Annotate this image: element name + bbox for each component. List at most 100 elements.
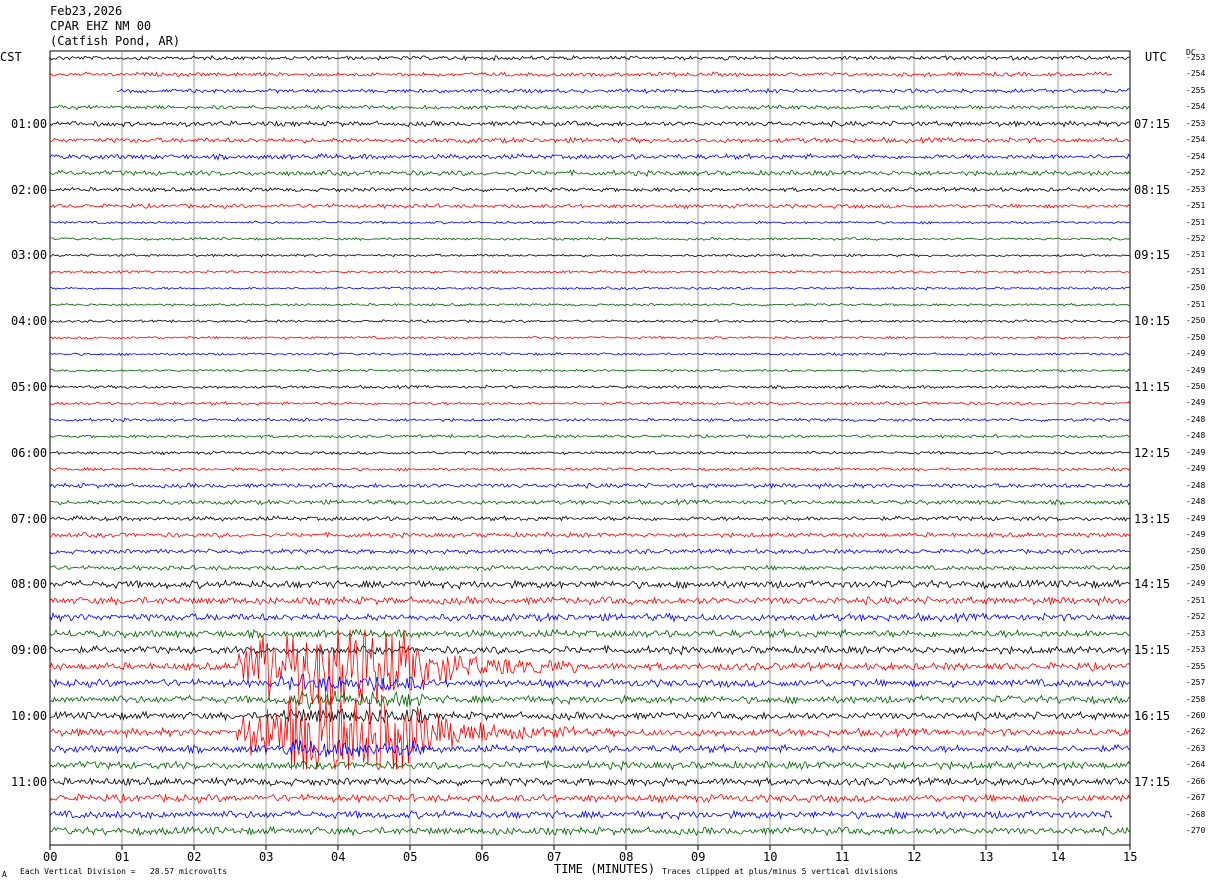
clip-note: Traces clipped at plus/minus 5 vertical … [662,867,899,876]
dc-offset-label: -248 [1186,497,1206,507]
dc-offset-label: -262 [1186,727,1206,737]
right-timezone-label: UTC [1145,50,1167,64]
trace-line [50,352,1131,357]
trace-line [49,433,1131,439]
dc-offset-label: -253 [1186,53,1206,62]
dc-offset-label: -249 [1186,349,1206,359]
dc-offset-label: -255 [1186,85,1206,95]
trace-line [49,776,1131,788]
x-tick-label: 08 [619,850,634,864]
dc-offset-label: -251 [1186,217,1206,227]
trace-line [49,759,1131,771]
left-hour-label: 01:00 [11,116,48,131]
trace-line [49,644,1131,656]
x-tick-label: 05 [403,850,418,864]
trace-line [49,186,1131,193]
dc-offset-label: -254 [1186,151,1206,161]
trace-line [49,690,1131,711]
trace-line [49,269,1131,275]
dc-label: DC [1186,48,1196,57]
dc-offset-label: -248 [1186,414,1206,424]
left-hour-label: 07:00 [11,511,48,526]
vertical-division-note: Each Vertical Division = 28.57 microvolt… [20,867,228,876]
trace-line [49,202,1131,210]
dc-offset-label: -266 [1186,776,1206,786]
trace-line [49,627,1131,640]
left-hour-label: 10:00 [11,709,48,723]
x-tick-label: 07 [547,850,562,864]
trace-line [49,368,1131,373]
dc-offset-label: -251 [1186,201,1206,211]
dc-offset-label: -253 [1186,645,1206,655]
trace-line [49,152,1131,161]
dc-offset-label: -253 [1186,184,1206,194]
right-hour-label: 11:15 [1134,380,1171,394]
x-tick-label: 01 [115,850,130,864]
right-hour-label: 14:15 [1134,577,1171,592]
dc-offset-label: -248 [1186,431,1206,441]
dc-offset-label: -249 [1186,398,1206,408]
trace-line [49,531,1131,539]
trace-line [49,825,1131,837]
dc-offset-label: -250 [1186,316,1206,326]
dc-offset-label: -251 [1186,299,1206,309]
x-tick-label: 00 [43,850,58,864]
dc-offset-label: -260 [1186,711,1206,720]
dc-offset-label: -250 [1186,382,1206,391]
trace-line [49,708,1131,725]
dc-offset-label: -254 [1186,135,1206,145]
plot-frame [49,50,1131,846]
left-hour-label: 06:00 [11,445,48,460]
dc-offset-label: -249 [1186,365,1206,375]
x-tick-label: 06 [475,850,490,864]
right-hour-label: 10:15 [1134,314,1171,329]
right-hour-label: 16:15 [1134,709,1171,723]
trace-line [49,694,1131,771]
dc-offset-label: -270 [1186,826,1206,836]
dc-offset-label: -248 [1186,480,1206,490]
left-timezone-label: CST [0,50,22,64]
trace-line [49,739,1131,758]
dc-offset-label: -252 [1186,168,1206,178]
x-axis-title: TIME (MINUTES) [554,862,656,876]
x-tick-label: 15 [1123,850,1138,864]
trace-line [49,498,1131,506]
trace-line [49,809,1113,821]
dc-offset-label: -250 [1186,562,1206,572]
x-tick-label: 04 [331,850,346,864]
left-hour-label: 03:00 [11,248,48,263]
x-tick-label: 12 [907,850,922,864]
trace-line [49,54,1131,62]
dc-offset-label: -249 [1186,464,1206,474]
left-hour-label: 04:00 [11,314,48,329]
left-hour-label: 08:00 [11,577,48,592]
trace-line [49,120,1131,128]
right-hour-label: 08:15 [1134,182,1171,197]
trace-line [49,384,1131,390]
dc-offset-label: -254 [1186,102,1206,112]
dc-offset-label: -251 [1186,250,1206,260]
trace-line [49,629,1131,705]
dc-offset-label: -258 [1186,694,1206,704]
trace-line [49,104,1131,111]
dc-offset-label: -267 [1186,793,1206,803]
dc-offset-label: -249 [1186,513,1206,523]
trace-line [116,87,1130,94]
trace-line [49,450,1131,456]
x-tick-label: 13 [979,850,994,864]
left-hour-label: 02:00 [11,182,48,197]
dc-offset-label: -264 [1186,760,1206,770]
dc-offset-label: -255 [1186,661,1206,671]
trace-line [49,401,1131,406]
trace-line [49,595,1131,607]
left-hour-label: 11:00 [11,774,48,789]
dc-offset-label: -250 [1186,332,1206,342]
trace-line [49,547,1131,555]
left-hour-label: 09:00 [11,643,48,658]
dc-offset-label: -257 [1186,678,1206,688]
dc-offset-label: -254 [1186,69,1206,79]
trace-line [49,611,1131,624]
trace-line [49,335,1131,340]
dc-offset-label: -253 [1186,118,1206,128]
